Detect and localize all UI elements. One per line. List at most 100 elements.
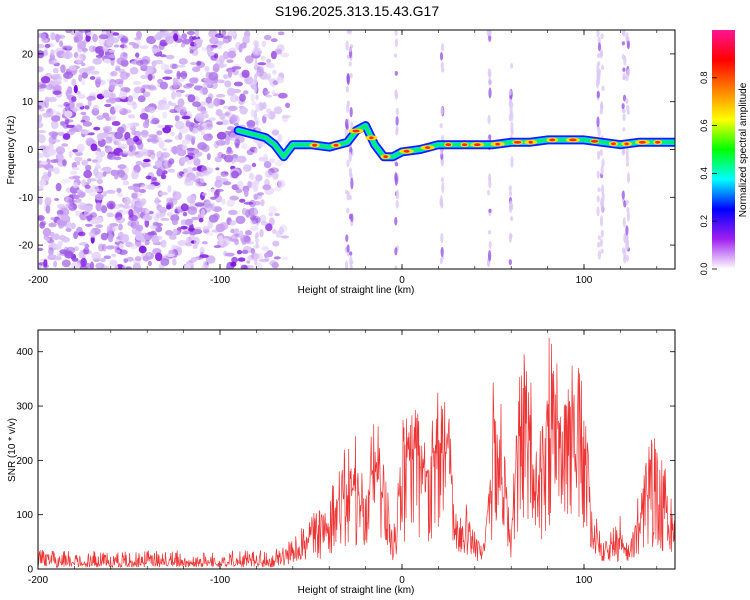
noise-speckle [84, 105, 90, 110]
noise-speckle [81, 159, 88, 166]
streak-speckle [487, 230, 492, 235]
chart-title: S196.2025.313.15.43.G17 [275, 3, 439, 19]
streak-speckle [625, 199, 629, 206]
noise-speckle [145, 209, 150, 214]
noise-speckle [93, 167, 99, 177]
noise-speckle [200, 130, 206, 136]
noise-speckle [132, 43, 140, 49]
streak-speckle [625, 244, 630, 249]
streak-speckle [621, 190, 625, 200]
noise-speckle [85, 137, 95, 147]
noise-speckle [185, 218, 193, 226]
noise-speckle [89, 261, 95, 269]
noise-speckle [108, 84, 115, 91]
noise-speckle [272, 240, 280, 247]
noise-speckle [208, 117, 216, 121]
streak-speckle [509, 233, 513, 239]
noise-speckle [275, 160, 284, 167]
noise-speckle [187, 148, 195, 157]
streak-speckle [439, 123, 443, 129]
noise-speckle [171, 63, 179, 69]
noise-speckle [210, 202, 215, 212]
noise-speckle [48, 247, 54, 256]
noise-speckle [152, 47, 158, 54]
noise-speckle [216, 121, 224, 125]
noise-speckle [51, 120, 59, 130]
streak-speckle [345, 85, 349, 93]
noise-speckle [72, 182, 79, 189]
y-tick-label: 300 [16, 402, 33, 413]
noise-speckle [172, 228, 178, 235]
noise-speckle [237, 257, 246, 262]
noise-speckle [272, 172, 279, 181]
noise-speckle [52, 90, 62, 95]
noise-speckle [95, 202, 102, 212]
streak-speckle [348, 151, 352, 163]
noise-speckle [115, 216, 126, 224]
noise-speckle [193, 236, 200, 246]
noise-speckle [151, 60, 157, 68]
noise-speckle [120, 37, 128, 43]
noise-speckle [234, 138, 241, 147]
noise-speckle [71, 262, 81, 269]
noise-speckle [256, 68, 264, 77]
streak-speckle [345, 40, 349, 51]
noise-speckle [205, 96, 212, 104]
track-hotspot-core [549, 138, 556, 142]
streak-speckle [596, 116, 600, 128]
noise-speckle [195, 113, 205, 122]
noise-speckle [103, 58, 111, 64]
noise-speckle [77, 231, 86, 237]
noise-speckle [81, 179, 87, 187]
streak-speckle [348, 167, 353, 178]
noise-speckle [217, 41, 223, 50]
noise-speckle [250, 248, 256, 254]
streak-speckle [597, 42, 602, 52]
noise-speckle [111, 226, 121, 231]
noise-speckle [140, 74, 149, 80]
noise-speckle [48, 222, 57, 228]
noise-speckle [154, 197, 160, 205]
streak-speckle [346, 73, 350, 86]
streak-speckle [439, 257, 443, 265]
noise-speckle [241, 249, 249, 254]
noise-speckle [38, 43, 45, 49]
noise-speckle [206, 47, 212, 56]
noise-speckle [61, 143, 69, 147]
noise-speckle [165, 229, 174, 236]
noise-speckle [173, 33, 179, 42]
noise-speckle [116, 187, 122, 194]
noise-speckle [48, 254, 57, 259]
noise-speckle [50, 217, 55, 221]
noise-speckle [142, 255, 150, 262]
noise-speckle [43, 171, 48, 179]
streak-speckle [346, 100, 350, 106]
noise-speckle [64, 110, 73, 118]
streak-speckle [439, 195, 443, 207]
streak-speckle [626, 211, 631, 222]
noise-speckle [77, 40, 87, 50]
track-hotspot-core [445, 143, 452, 147]
noise-speckle [55, 73, 61, 79]
noise-speckle [244, 76, 254, 85]
noise-speckle [102, 191, 107, 197]
x-tick-label: -200 [28, 575, 48, 586]
noise-speckle [146, 35, 157, 45]
noise-speckle [106, 245, 115, 250]
noise-speckle [180, 70, 188, 80]
noise-speckle [162, 111, 168, 119]
noise-speckle [67, 199, 76, 203]
noise-speckle [202, 201, 212, 208]
noise-speckle [265, 223, 273, 232]
streak-speckle [441, 181, 445, 194]
streak-speckle [254, 65, 258, 71]
noise-speckle [38, 153, 46, 158]
noise-speckle [234, 240, 239, 246]
noise-speckle [83, 247, 90, 255]
noise-speckle [181, 144, 188, 151]
noise-speckle [227, 69, 233, 78]
noise-speckle [241, 207, 248, 216]
noise-speckle [62, 159, 67, 167]
streak-speckle [345, 234, 349, 242]
streak-speckle [596, 195, 600, 203]
